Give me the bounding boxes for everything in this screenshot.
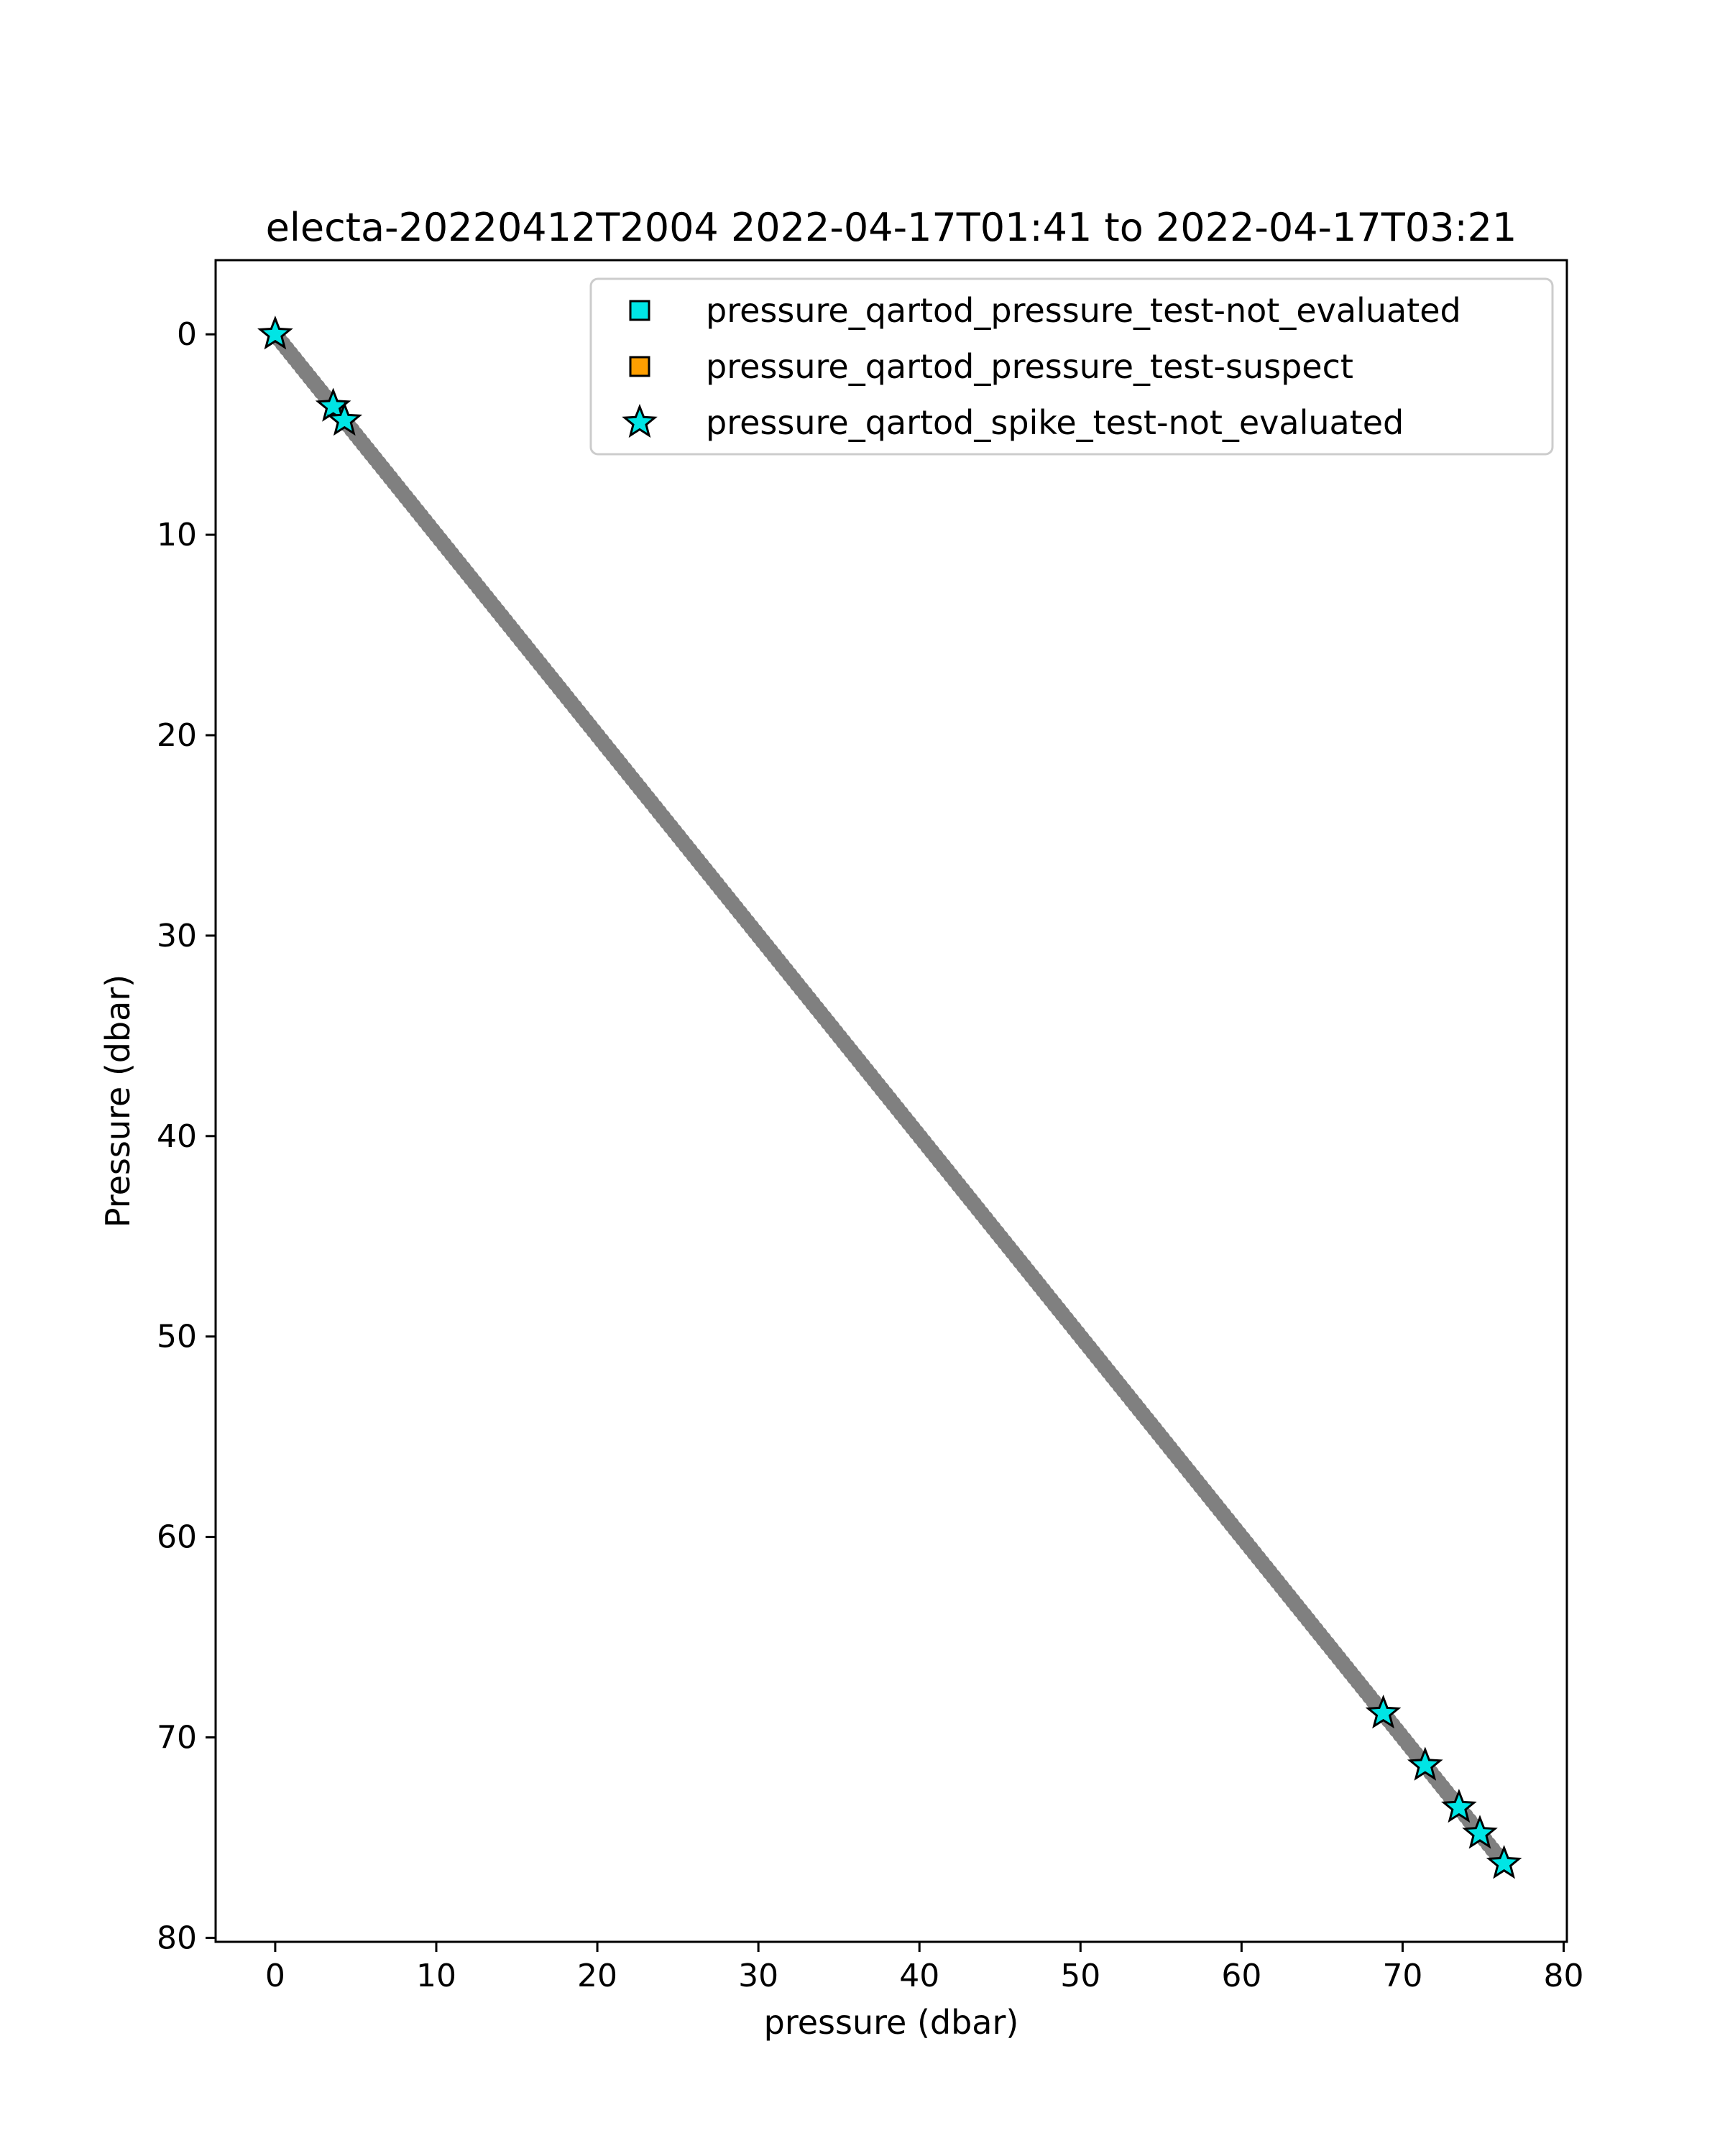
plot-frame: [214, 259, 1568, 1943]
legend-entry-label: pressure_qartod_pressure_test-suspect: [706, 347, 1353, 386]
legend-entry-label: pressure_qartod_spike_test-not_evaluated: [706, 403, 1404, 442]
x-tick-label: 60: [1221, 1958, 1261, 1994]
legend-square-marker: [629, 300, 650, 321]
y-tick-label: 60: [157, 1519, 197, 1556]
spike-test-star-marker: [1486, 1845, 1522, 1879]
y-axis-label: Pressure (dbar): [98, 975, 137, 1227]
spike-test-star-marker: [1440, 1788, 1477, 1823]
y-tick-label: 0: [177, 316, 197, 353]
x-tick-label: 70: [1382, 1958, 1422, 1994]
chart-title: electa-20220412T2004 2022-04-17T01:41 to…: [266, 205, 1517, 250]
legend: pressure_qartod_pressure_test-not_evalua…: [589, 277, 1554, 456]
x-tick-label: 20: [577, 1958, 617, 1994]
legend-square-marker: [629, 356, 650, 377]
y-tick-label: 10: [157, 517, 197, 553]
y-tick-label: 50: [157, 1319, 197, 1355]
spike-test-star-marker: [257, 315, 293, 350]
y-tick-label: 30: [157, 918, 197, 954]
spike-test-markers: [257, 315, 1522, 1879]
spike-test-star-marker: [315, 387, 351, 422]
y-tick-label: 40: [157, 1118, 197, 1155]
y-tick-label: 80: [157, 1920, 197, 1956]
x-tick-label: 80: [1544, 1958, 1584, 1994]
x-tick-label: 10: [416, 1958, 456, 1994]
legend-box: [589, 277, 1554, 456]
x-tick-label: 30: [738, 1958, 778, 1994]
spike-test-star-marker: [1462, 1815, 1498, 1849]
x-tick-label: 40: [899, 1958, 939, 1994]
legend-star-marker: [622, 403, 658, 438]
x-tick-label: 50: [1060, 1958, 1100, 1994]
y-axis-ticks: 0 10 20 30 40 50 60 70 80: [157, 316, 216, 1956]
plot-area: [214, 259, 1568, 1943]
legend-entry-label: pressure_qartod_pressure_test-not_evalua…: [706, 291, 1461, 330]
spike-test-star-marker: [1407, 1746, 1443, 1781]
profile-trace: [267, 326, 1512, 1872]
y-tick-label: 20: [157, 717, 197, 754]
x-axis-ticks: 0 10 20 30 40 50 60 70 80: [265, 1942, 1584, 1994]
x-tick-label: 0: [265, 1958, 285, 1994]
x-axis-label: pressure (dbar): [764, 2003, 1019, 2042]
spike-test-star-marker: [1365, 1694, 1402, 1729]
spike-test-star-marker: [326, 401, 363, 436]
y-tick-label: 70: [157, 1720, 197, 1756]
